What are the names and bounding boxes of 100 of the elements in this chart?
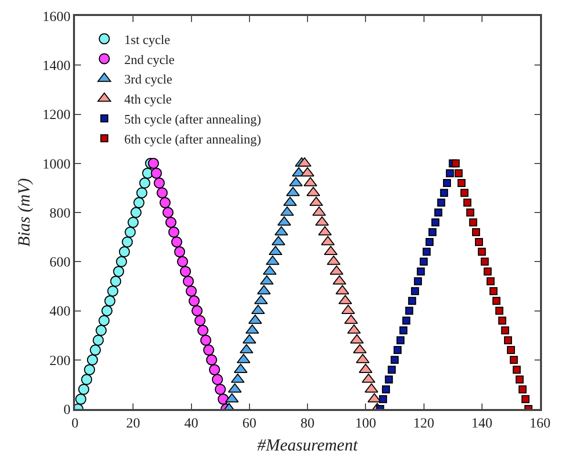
- x-tick-label: 20: [126, 416, 140, 432]
- point: [330, 265, 344, 275]
- y-tick-label: 400: [49, 304, 70, 320]
- point: [405, 306, 414, 315]
- legend-label: 2nd cycle: [124, 52, 175, 67]
- point: [154, 178, 165, 189]
- point: [96, 324, 107, 336]
- point: [315, 216, 329, 226]
- point: [171, 236, 182, 248]
- point: [186, 286, 197, 297]
- point: [86, 354, 98, 366]
- point: [478, 248, 486, 256]
- point: [492, 296, 500, 305]
- point: [452, 159, 460, 168]
- point: [486, 277, 495, 286]
- point: [426, 238, 434, 246]
- point: [411, 287, 420, 296]
- point: [510, 356, 518, 364]
- point: [521, 395, 530, 404]
- point: [188, 295, 200, 306]
- point: [466, 208, 474, 216]
- y-tick-label: 1600: [42, 10, 70, 25]
- point: [206, 354, 218, 366]
- y-tick-label: 0: [63, 402, 70, 418]
- x-tick-label: 100: [355, 416, 376, 432]
- point: [298, 157, 312, 167]
- point: [382, 385, 390, 394]
- point: [474, 238, 483, 246]
- point: [504, 336, 512, 344]
- point: [182, 276, 194, 287]
- x-tick-label: 140: [471, 416, 492, 432]
- point: [428, 228, 436, 236]
- point: [518, 385, 527, 394]
- point: [422, 248, 431, 256]
- point: [101, 305, 112, 316]
- x-tick-label: 80: [300, 416, 314, 432]
- point: [200, 334, 212, 346]
- point: [110, 276, 122, 287]
- point: [78, 384, 90, 395]
- point: [122, 236, 133, 248]
- point: [107, 286, 118, 297]
- point: [402, 316, 410, 325]
- point: [472, 228, 480, 236]
- legend-label: 4th cycle: [124, 92, 172, 107]
- point: [92, 334, 104, 346]
- point: [480, 258, 489, 266]
- point: [286, 186, 300, 196]
- y-axis-title: Bias (mV): [14, 178, 34, 247]
- legend-label: 1st cycle: [124, 32, 170, 47]
- point: [150, 168, 162, 179]
- point: [197, 324, 208, 336]
- point: [469, 218, 478, 226]
- point: [498, 316, 506, 325]
- x-tick-label: 60: [242, 416, 256, 432]
- y-tick-label: 800: [49, 206, 70, 222]
- point: [160, 197, 171, 208]
- point: [212, 374, 223, 386]
- point: [168, 226, 180, 238]
- point: [460, 188, 468, 197]
- point: [416, 267, 425, 276]
- point: [396, 336, 404, 344]
- legend-label: 6th cycle (after annealing): [124, 131, 262, 146]
- point: [139, 178, 150, 189]
- point: [98, 315, 110, 326]
- point: [332, 275, 346, 285]
- point: [414, 277, 422, 286]
- point: [156, 187, 168, 198]
- x-tick-label: 120: [413, 416, 434, 432]
- point: [272, 236, 286, 246]
- point: [443, 179, 451, 188]
- point: [214, 384, 226, 395]
- y-tick-label: 1000: [42, 157, 70, 172]
- y-tick-label: 1400: [42, 59, 70, 74]
- x-tick-label: 160: [530, 416, 550, 432]
- point: [254, 294, 268, 304]
- point: [399, 326, 408, 334]
- point: [420, 258, 428, 266]
- point: [75, 394, 86, 405]
- point: [174, 246, 186, 258]
- point: [177, 256, 188, 268]
- point: [384, 376, 393, 384]
- point: [388, 366, 396, 374]
- point: [458, 179, 466, 188]
- point: [347, 324, 361, 334]
- point: [203, 344, 214, 356]
- point: [194, 315, 206, 326]
- point: [394, 346, 402, 354]
- point: [84, 364, 96, 376]
- y-tick-label: 600: [49, 256, 70, 271]
- point: [113, 266, 124, 277]
- point: [130, 207, 142, 218]
- point: [379, 395, 388, 404]
- point: [90, 344, 101, 356]
- point: [165, 216, 176, 228]
- point: [81, 374, 92, 386]
- point: [116, 256, 127, 268]
- point: [133, 197, 144, 208]
- point: [463, 198, 472, 207]
- point: [512, 366, 521, 374]
- point: [437, 198, 446, 207]
